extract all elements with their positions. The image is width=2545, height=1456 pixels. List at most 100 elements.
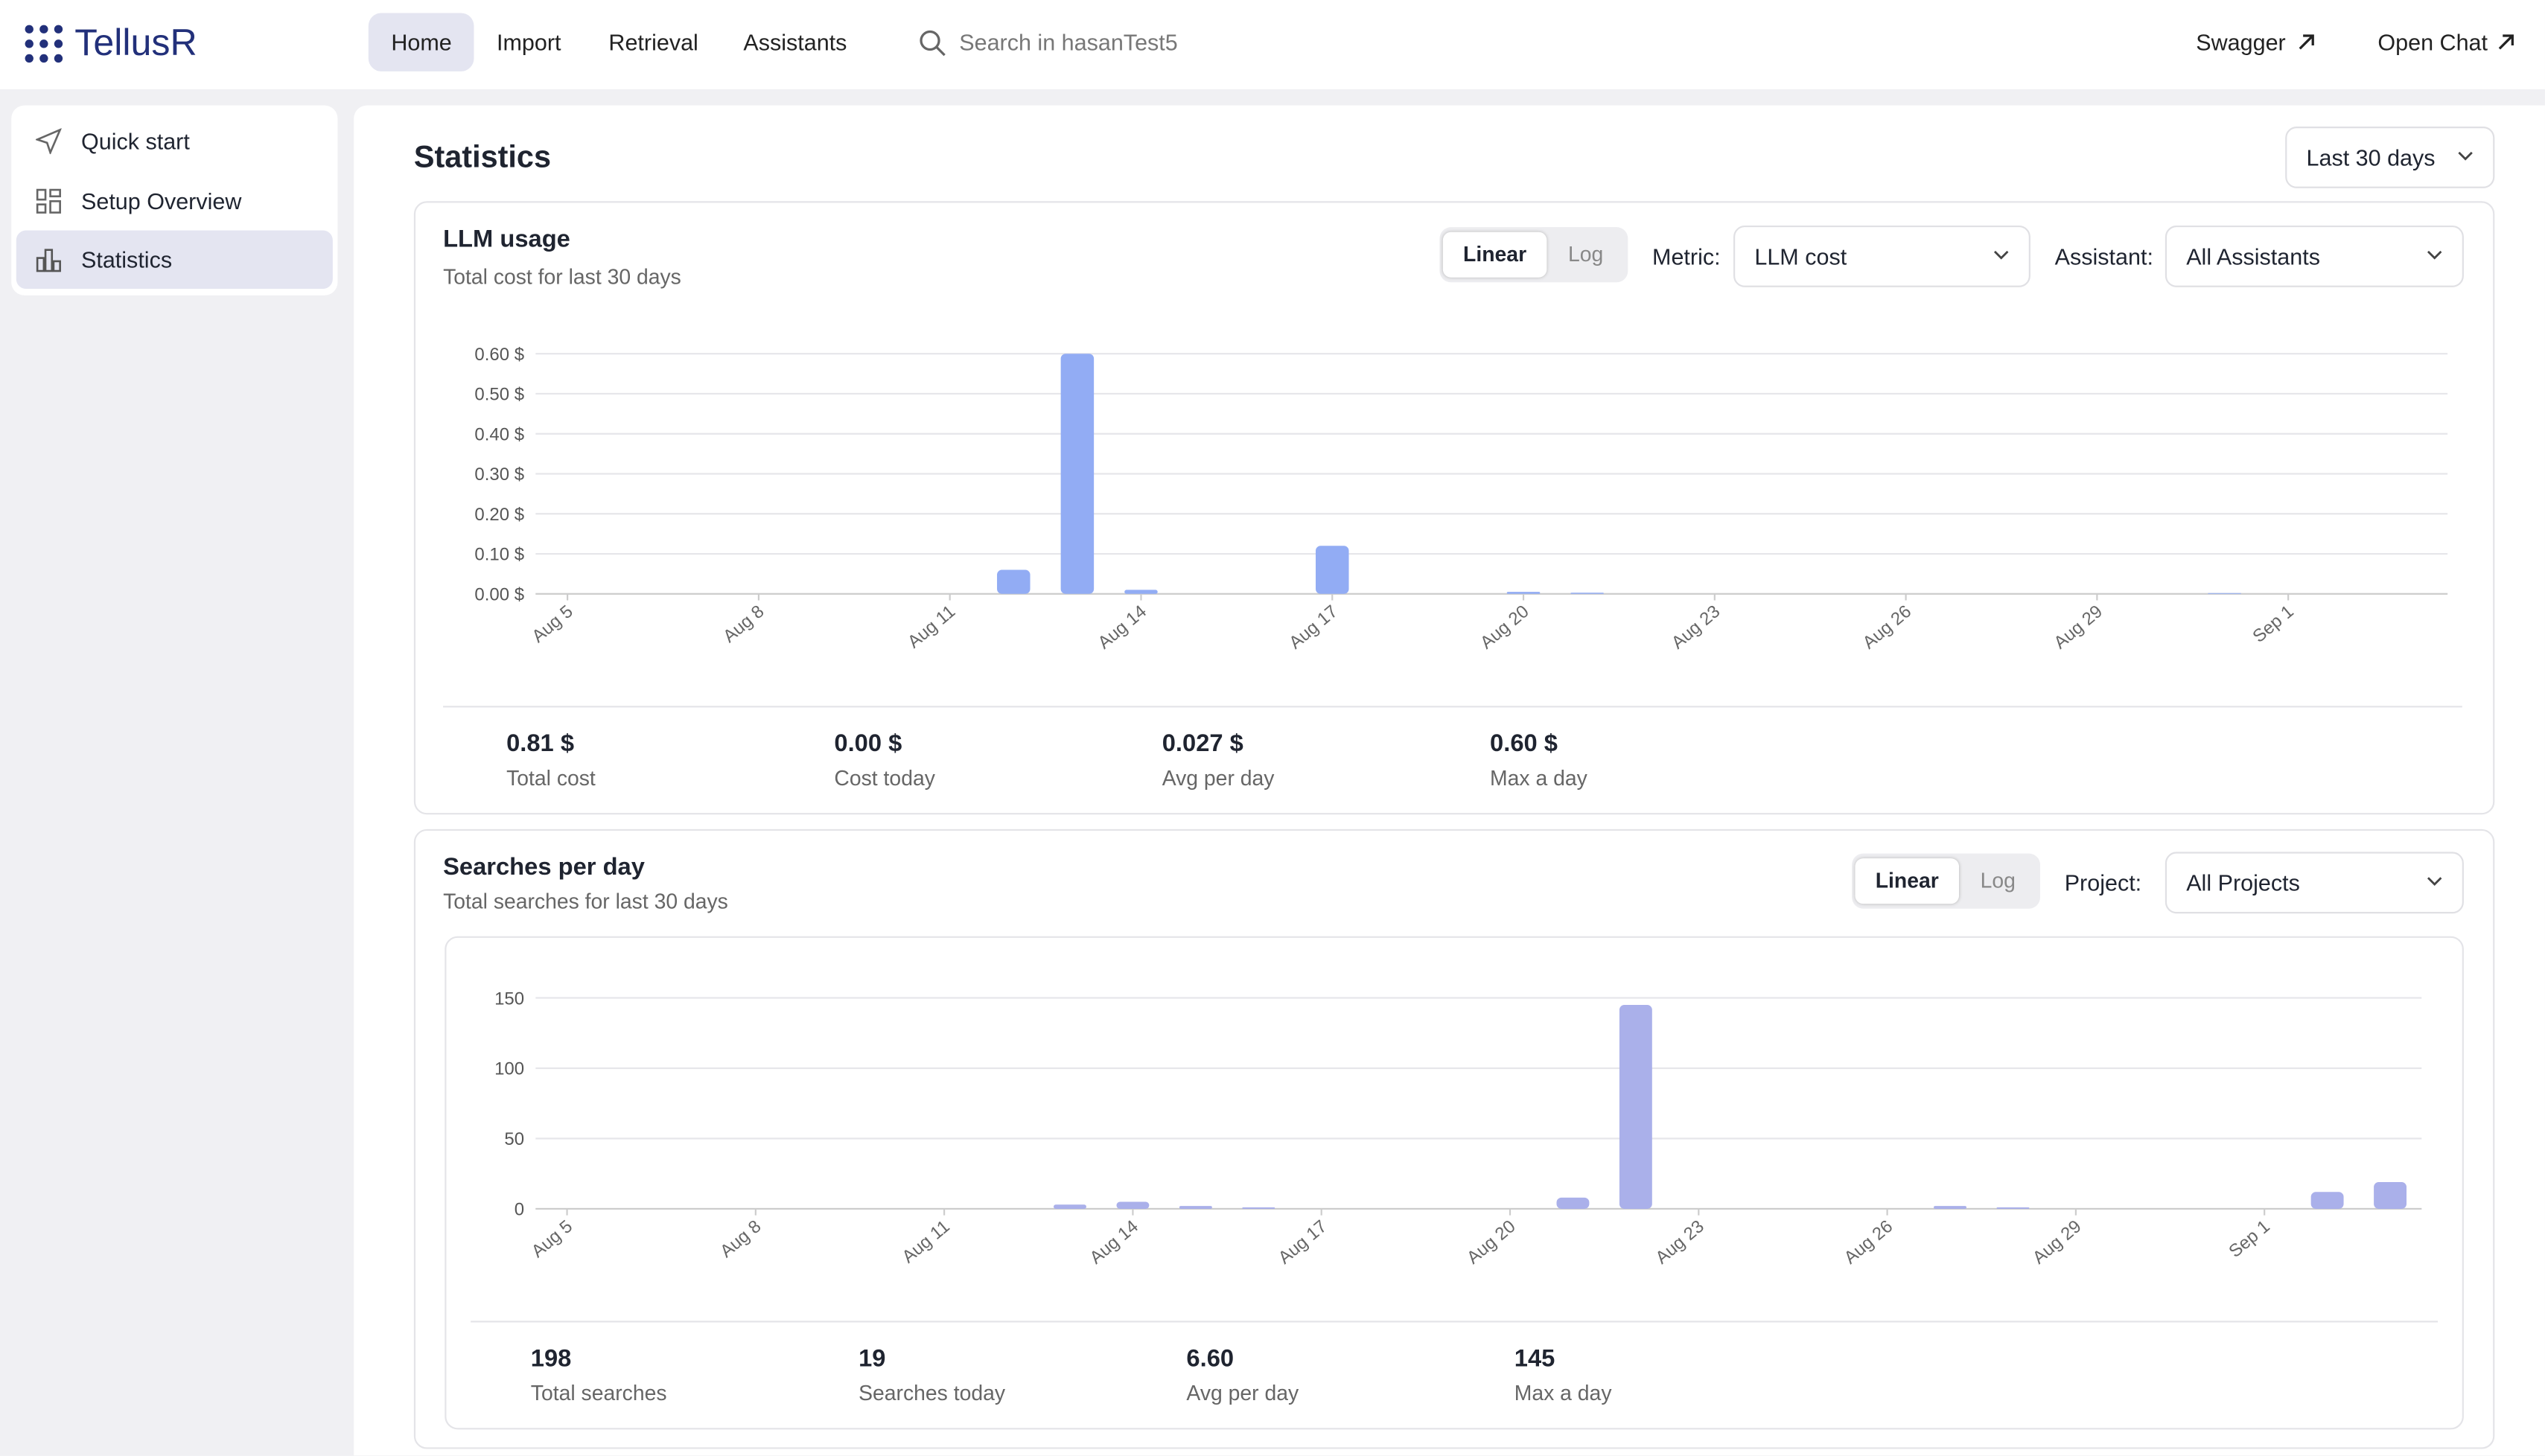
x-tick-label: Aug 23 [1651,1216,1708,1268]
chart-icon [36,249,61,272]
external-icon [2498,34,2514,50]
x-tick-label: Sep 1 [2225,1216,2273,1262]
bar [1054,1204,1086,1209]
project-select[interactable]: All Projects [2165,852,2464,914]
x-tick-label: Aug 17 [1285,601,1342,654]
stat-value: 6.60 [1186,1345,1235,1373]
x-tick-label: Aug 14 [1086,1216,1142,1268]
chart-box [445,936,2464,1430]
y-tick-label: 50 [504,1129,524,1149]
control-label: Project: [2064,869,2142,896]
scale-option[interactable]: Linear [1442,232,1547,278]
x-tick-label: Aug 20 [1463,1216,1520,1268]
bar [2208,593,2241,594]
page-title: Statistics [413,141,552,176]
divider [443,706,2462,708]
scale-option[interactable]: Linear [1855,858,1960,904]
bar [1570,593,1604,594]
stat-value: 0.81 $ [506,729,575,758]
x-tick-label: Aug 17 [1275,1216,1331,1268]
y-tick-label: 0.10 $ [474,545,524,565]
bar [1556,1197,1590,1209]
y-tick-label: 100 [494,1059,524,1079]
assistant-select[interactable]: All Assistants [2165,225,2464,287]
chart-subtitle: Total searches for last 30 days [443,889,728,914]
chart-subtitle: Total cost for last 30 days [443,264,681,290]
y-tick-label: 150 [494,989,524,1009]
external-icon [2299,34,2314,50]
x-tick-label: Aug 8 [719,601,768,647]
bar [1124,590,1158,594]
sidebar-label: Statistics [80,246,173,273]
swagger-link[interactable]: Swagger [2196,29,2286,56]
x-tick-label: Aug 26 [1841,1216,1897,1268]
bar [1179,1206,1212,1209]
stat-label: Avg per day [1162,765,1275,791]
chart-title: LLM usage [443,225,570,254]
nav-item[interactable]: Home [368,13,475,71]
select-value: All Assistants [2186,243,2320,269]
logo-icon [25,25,63,63]
bar [1506,592,1541,594]
sidebar-item[interactable]: Quick start [16,112,333,170]
top-bar: TellusR Home Import Retrieval Assistants… [0,0,2545,89]
stat-label: Avg per day [1186,1381,1299,1405]
metric-select[interactable]: LLM cost [1733,225,2030,287]
sidebar: Quick start Setup Overview Statistics [11,105,338,296]
stat-value: 0.00 $ [834,729,902,758]
sidebar-label: Setup Overview [80,188,242,214]
bar [2374,1182,2407,1209]
chevron [2458,151,2473,161]
y-tick-label: 0.60 $ [474,345,524,365]
x-tick-label: Sep 1 [2249,601,2297,647]
select-value: All Projects [2186,869,2300,896]
bar [2310,1192,2344,1209]
scale-toggle: Linear Log [1439,227,1628,283]
bar [997,569,1031,594]
y-tick-label: 0 [515,1200,524,1220]
stat-value: 0.60 $ [1490,729,1558,758]
brand: TellusR [74,21,197,64]
sidebar-item[interactable]: Setup Overview [16,172,333,230]
x-tick-label: Aug 29 [2029,1216,2086,1268]
bar [1060,354,1095,594]
nav-item[interactable]: Assistants [743,29,847,56]
grid-icon [36,188,61,214]
control-label: Metric: [1652,243,1721,269]
y-tick-label: 0.50 $ [474,385,524,405]
x-tick-label: Aug 29 [2050,601,2106,654]
sidebar-item[interactable]: Statistics [16,230,333,290]
x-tick-label: Aug 11 [904,601,959,652]
nav-item[interactable]: Retrieval [608,29,698,56]
open-chat-link[interactable]: Open Chat [2377,29,2488,56]
llm-card [413,201,2495,815]
stat-label: Total searches [530,1381,667,1405]
scale-option[interactable]: Log [1567,241,1604,266]
search-icon [920,30,946,57]
send-icon [35,128,62,155]
stat-label: Searches today [859,1381,1006,1405]
stat-label: Total cost [506,765,596,791]
x-tick-label: Aug 23 [1668,601,1724,654]
search-input[interactable]: Search in hasanTest5 [959,29,1178,56]
scale-toggle: Linear Log [1852,853,2041,909]
nav-item[interactable]: Import [497,29,561,56]
stat-label: Max a day [1514,1381,1612,1405]
bar [1996,1207,2030,1209]
x-tick-label: Aug 11 [899,1216,954,1267]
x-tick-label: Aug 20 [1477,601,1533,654]
stat-label: Max a day [1490,765,1587,791]
x-tick-label: Aug 5 [528,1216,576,1262]
scale-option[interactable]: Log [1980,868,2016,893]
bar [1116,1201,1150,1209]
control-label: Assistant: [2054,243,2153,269]
y-tick-label: 0.00 $ [474,585,524,605]
chart: 0.00 $ 0.10 $ 0.20 $ 0.30 $ 0.40 $ 0.50 $ 0.60… [474,345,2448,654]
y-tick-label: 0.20 $ [474,505,524,525]
x-tick-label: Aug 5 [528,601,576,647]
stat-label: Cost today [834,765,935,791]
bar [1619,1005,1652,1209]
range-select[interactable]: Last 30 days [2285,127,2495,188]
